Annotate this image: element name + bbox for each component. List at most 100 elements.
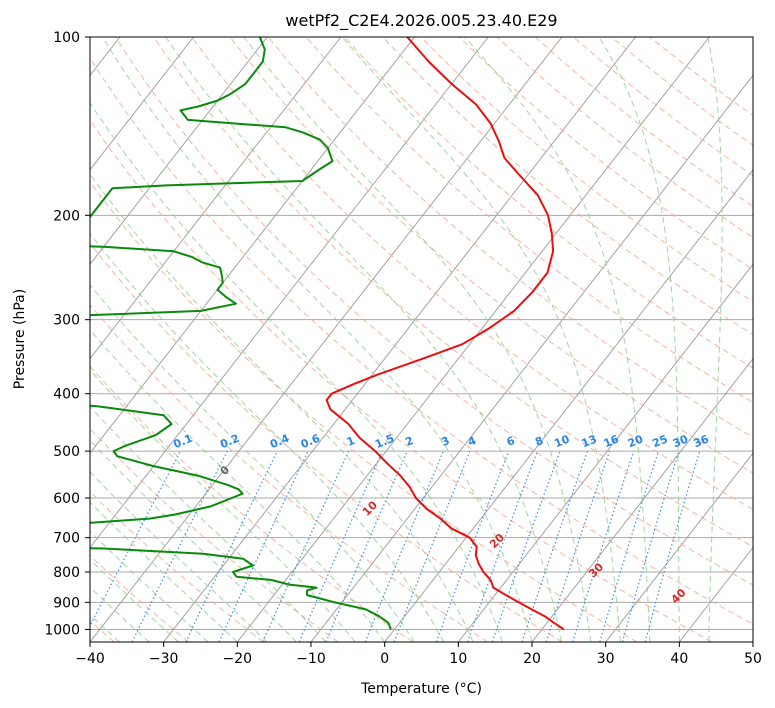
dry-adiabat-line xyxy=(382,37,753,336)
mixing-ratio-label: 8 xyxy=(533,434,545,449)
moist-adiabat-line xyxy=(90,439,297,642)
moist-adiabat-line xyxy=(464,37,651,642)
temperature-profile-line xyxy=(325,37,565,631)
y-tick-label: 600 xyxy=(53,491,80,507)
mixing-ratio-line xyxy=(262,450,350,642)
isotherm-line xyxy=(163,37,636,642)
mixing-ratio-label: 36 xyxy=(692,432,711,450)
dry-adiabat-line xyxy=(90,554,190,642)
isotherm-line xyxy=(90,37,268,265)
moist-adiabat-line xyxy=(90,558,179,642)
moist-adiabat-line xyxy=(90,283,415,642)
isotherm-line xyxy=(236,37,710,642)
x-tick-label: 10 xyxy=(449,651,467,667)
x-tick-label: 30 xyxy=(597,651,615,667)
mixing-ratio-label: 30 xyxy=(671,432,690,450)
y-tick-label: 500 xyxy=(53,444,80,460)
dry-adiabat-line xyxy=(90,303,488,642)
x-tick-label: 0 xyxy=(380,651,389,667)
moist-adiabat-line xyxy=(90,501,238,642)
y-tick-label: 100 xyxy=(53,30,80,46)
mixing-ratio-line xyxy=(466,450,538,642)
dry-adiabat-line xyxy=(90,181,638,642)
moist-adiabat-line xyxy=(90,329,386,642)
mixing-ratio-label: 20 xyxy=(626,432,645,450)
dry-adiabat-line xyxy=(90,119,712,642)
isotherm-line xyxy=(384,169,753,642)
moist-adiabat-line xyxy=(243,37,592,642)
isotherm-line xyxy=(90,37,489,549)
dry-adiabat-line xyxy=(229,37,753,474)
mixing-ratio-line xyxy=(644,450,701,642)
mixing-ratio-label: 2 xyxy=(403,434,415,449)
x-axis-title: Temperature (°C) xyxy=(360,681,482,697)
x-tick-label: −10 xyxy=(296,651,326,667)
dry-adiabat-line xyxy=(90,427,339,642)
mixing-ratio-line xyxy=(521,450,589,642)
mixing-ratio-label: 13 xyxy=(580,433,599,451)
moist-adiabat-line xyxy=(90,369,356,642)
plot-background xyxy=(90,37,753,642)
isotherm-line xyxy=(457,263,753,642)
profile-series xyxy=(90,37,565,631)
y-tick-label: 300 xyxy=(53,313,80,329)
moist-adiabat-line xyxy=(90,172,474,642)
dry-adiabat-line xyxy=(191,37,753,511)
axes: −40 −30 −20 −10 0 10 20 30 40 50 100 200 300 400 500 60… xyxy=(44,30,762,667)
y-tick-label: 1000 xyxy=(44,622,80,638)
mixing-ratio-label: 1 xyxy=(345,434,357,449)
mixing-ratio-label: 10 xyxy=(552,432,571,450)
mixing-ratio-line xyxy=(491,450,561,642)
mixing-ratio-line xyxy=(393,450,471,642)
mixing-ratio-line xyxy=(131,450,228,642)
background-lines xyxy=(90,37,753,642)
dry-adiabat-line xyxy=(90,242,563,642)
mixing-ratio-label: 3 xyxy=(439,434,451,449)
moist-adiabat-line xyxy=(102,37,533,642)
x-tick-label: 40 xyxy=(670,651,688,667)
mixing-ratio-line xyxy=(621,450,680,642)
x-tick-label: −30 xyxy=(149,651,179,667)
isotherm-line xyxy=(310,74,753,642)
mixing-ratio-line xyxy=(298,450,384,642)
plot-frame xyxy=(89,36,754,643)
y-tick-label: 400 xyxy=(53,387,80,403)
y-tick-label: 900 xyxy=(53,595,80,611)
moist-adiabat-line xyxy=(90,101,503,642)
mixing-ratio-line xyxy=(364,450,444,642)
y-tick-label: 800 xyxy=(53,565,80,581)
moist-adiabat-line xyxy=(165,37,562,642)
dewpoint-profile-line xyxy=(90,37,392,630)
isotherm-line xyxy=(752,641,753,642)
x-tick-label: −40 xyxy=(75,651,105,667)
moist-adiabat-line xyxy=(707,37,723,642)
moist-adiabat-line xyxy=(90,586,150,642)
y-axis-title: Pressure (hPa) xyxy=(12,289,28,389)
mixing-ratio-line xyxy=(435,450,510,642)
isotherm-line xyxy=(90,37,563,642)
moist-adiabat-line xyxy=(90,405,327,642)
x-tick-label: 50 xyxy=(744,651,762,667)
isotherm-line xyxy=(605,452,753,642)
moist-adiabat-line xyxy=(90,530,209,642)
dry-adiabat-line xyxy=(90,56,753,625)
isotherm-line xyxy=(90,37,415,454)
isotherm-line xyxy=(90,37,194,171)
dry-adiabat-line xyxy=(267,37,753,438)
dry-adiabat-line xyxy=(153,37,753,548)
mixing-ratio-line xyxy=(325,450,408,642)
y-tick-label: 700 xyxy=(53,531,80,547)
x-tick-label: −20 xyxy=(223,651,253,667)
isotherm-line xyxy=(531,357,753,642)
moist-adiabat-line xyxy=(90,232,445,642)
x-tick-label: 20 xyxy=(523,651,541,667)
moist-adiabat-line xyxy=(90,471,268,642)
mixing-ratio-label: 25 xyxy=(651,433,670,451)
chart-title: wetPf2_C2E4.2026.005.23.40.E29 xyxy=(285,11,557,31)
y-tick-label: 200 xyxy=(53,208,80,224)
dry-adiabat-line xyxy=(115,37,753,586)
dry-adiabat-line xyxy=(90,365,414,642)
mixing-ratio-line xyxy=(545,450,611,642)
mixing-ratio-line xyxy=(599,450,660,642)
